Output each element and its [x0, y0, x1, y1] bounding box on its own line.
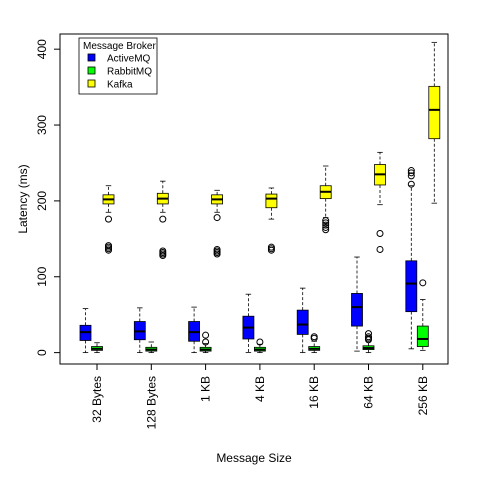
outlier-point	[202, 338, 210, 346]
box-rabbitmq-6	[416, 279, 429, 351]
box-body	[416, 325, 429, 347]
outlier-point	[159, 247, 167, 255]
outlier-point	[256, 338, 264, 346]
outlier-point	[322, 219, 330, 227]
outlier-point	[202, 331, 210, 339]
box-kafka-2	[211, 189, 224, 258]
box-kafka-4	[319, 165, 332, 234]
box-body	[351, 293, 363, 327]
box-kafka-0	[102, 185, 115, 254]
legend-title: Message Broker	[83, 41, 156, 52]
box-rabbitmq-0	[91, 342, 103, 354]
box-kafka-5	[374, 151, 386, 253]
box-activemq-3	[242, 293, 255, 354]
legend-entry-label: ActiveMQ	[107, 54, 151, 65]
outlier-point	[105, 215, 112, 223]
y-tick-label: 0	[35, 349, 49, 356]
x-tick-label: 128 Bytes	[144, 376, 158, 429]
plot-frame	[59, 33, 449, 365]
box-activemq-0	[79, 308, 92, 354]
y-axis: 0 100 200 300 400	[35, 39, 60, 356]
outlier-point	[322, 221, 330, 229]
outlier-point	[407, 167, 415, 175]
x-tick-label: 4 KB	[253, 376, 267, 402]
box-activemq-5	[351, 256, 363, 352]
outlier-point	[159, 215, 167, 223]
legend-entry-label: RabbitMQ	[107, 67, 152, 78]
box-activemq-4	[296, 287, 309, 354]
outlier-point	[213, 214, 221, 222]
legend-entry-label: Kafka	[107, 80, 133, 91]
y-tick-label: 300	[35, 115, 49, 135]
outlier-point	[322, 226, 330, 234]
legend-swatch	[87, 66, 96, 75]
box-body	[405, 260, 418, 313]
legend-entries: ActiveMQ RabbitMQ Kafka	[87, 53, 152, 91]
y-tick-label: 400	[35, 39, 49, 59]
box-body	[265, 193, 278, 209]
outlier-point	[376, 230, 384, 238]
x-axis: 32 Bytes 128 Bytes 1 KB 4 KB 16 KB 64 KB 256 K…	[90, 364, 430, 429]
box-activemq-6	[405, 167, 418, 350]
box-kafka-6	[428, 41, 441, 204]
box-activemq-1	[133, 307, 146, 354]
outlier-point	[419, 279, 427, 287]
outlier-point	[105, 242, 112, 250]
box-rabbitmq-3	[253, 338, 266, 354]
outlier-point	[407, 180, 415, 188]
y-axis-label: Latency (ms)	[16, 164, 30, 233]
y-tick-label: 100	[35, 266, 49, 286]
box-body	[296, 309, 309, 335]
outlier-point	[376, 245, 384, 253]
x-tick-label: 16 KB	[307, 376, 321, 409]
box-kafka-1	[156, 180, 169, 260]
x-tick-label: 64 KB	[362, 376, 376, 409]
x-axis-label: Message Size	[216, 451, 292, 465]
outlier-point	[365, 333, 372, 341]
outlier-point	[407, 172, 415, 180]
outlier-point	[213, 245, 221, 253]
x-tick-label: 1 KB	[199, 376, 213, 402]
x-tick-label: 32 Bytes	[90, 376, 104, 423]
legend: Message Broker ActiveMQ RabbitMQ Kafka	[78, 37, 158, 95]
box-kafka-3	[265, 187, 278, 254]
box-rabbitmq-1	[145, 341, 158, 354]
legend-swatch	[87, 53, 96, 62]
y-tick-label: 200	[35, 191, 49, 211]
box-activemq-2	[188, 306, 201, 354]
box-rabbitmq-2	[199, 331, 212, 354]
outlier-point	[322, 223, 330, 231]
outlier-point	[322, 217, 330, 225]
outlier-point	[407, 169, 415, 177]
outlier-point	[365, 330, 372, 338]
box-rabbitmq-4	[308, 333, 321, 354]
x-tick-label: 256 KB	[416, 376, 430, 415]
box-body	[428, 85, 441, 140]
box-rabbitmq-5	[362, 330, 375, 354]
outlier-point	[310, 333, 318, 341]
plot-content	[79, 41, 441, 354]
legend-swatch	[87, 79, 96, 88]
outlier-point	[267, 243, 275, 251]
